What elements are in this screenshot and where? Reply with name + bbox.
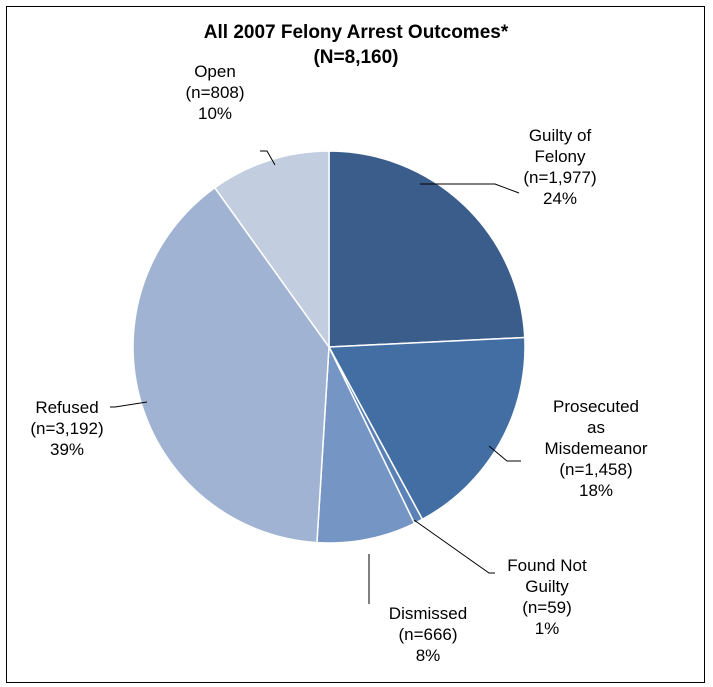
pie-slice-prosecuted-as-misdemeanor [327,336,526,521]
slice-label-guilty-of-felony: Guilty of Felony (n=1,977) 24% [523,126,596,208]
leader-line-prosecuted-as-misdemeanor [488,445,521,462]
pie-slice-guilty-of-felony [328,150,526,348]
slice-labels: Guilty of Felony (n=1,977) 24% Prosecuted as M… [30,62,647,665]
pie-slice-refused [132,186,330,544]
pie-slices [132,150,526,544]
leader-line-refused [110,401,148,408]
slice-label-prosecuted-as-misdemeanor: Prosecuted as Misdemeanor (n=1,458) 18% [545,397,648,500]
slice-label-open: Open (n=808) 10% [185,62,244,123]
chart-title: All 2007 Felony Arrest Outcomes* [204,22,509,43]
pie-slice-open [213,150,330,350]
leader-lines [110,150,521,604]
leader-line-open [260,150,276,166]
pie-slice-dismissed [316,344,416,544]
slice-label-refused: Refused (n=3,192) 39% [30,398,103,459]
slice-label-found-not-guilty: Found Not Guilty (n=59) 1% [507,556,587,638]
slice-label-dismissed: Dismissed (n=666) 8% [389,604,467,665]
chart-subtitle: (N=8,160) [313,47,398,68]
leader-line-guilty-of-felony [420,183,520,194]
leader-line-found-not-guilty [413,519,495,574]
